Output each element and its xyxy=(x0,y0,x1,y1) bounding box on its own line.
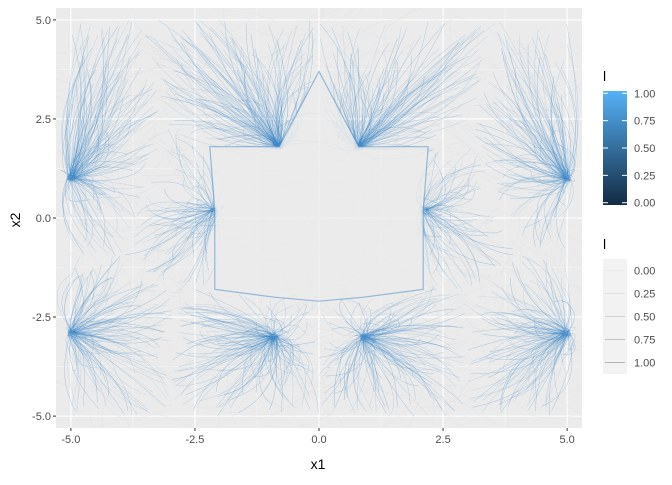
x-axis-label: x1 xyxy=(311,456,326,472)
legend-alpha-title: l xyxy=(603,236,606,252)
x-tick-label: 0.0 xyxy=(311,434,326,446)
legend-color-title: l xyxy=(603,68,606,84)
y-axis-ticks: -5.0 -2.5 0.0 2.5 5.0 xyxy=(32,15,56,423)
colorbar-tick-label: 0.00 xyxy=(634,198,655,210)
y-tick-label: -2.5 xyxy=(32,312,51,324)
legend-alpha: l 0.00 0.25 0.50 0.75 1.00 xyxy=(603,236,655,374)
alpha-key-label: 0.50 xyxy=(634,312,655,324)
alpha-key-label: 0.75 xyxy=(634,335,655,347)
y-tick-label: -5.0 xyxy=(32,411,51,423)
colorbar-tick-label: 0.25 xyxy=(634,170,655,182)
y-tick-label: 5.0 xyxy=(36,15,51,27)
legend-color: l 1.00 0.75 0.50 0.25 0.00 xyxy=(603,68,655,210)
x-tick-label: 5.0 xyxy=(559,434,574,446)
colorbar-tick-label: 1.00 xyxy=(634,88,655,100)
x-tick-label: -2.5 xyxy=(185,434,204,446)
y-axis-label: x2 xyxy=(7,212,23,227)
y-tick-label: 2.5 xyxy=(36,114,51,126)
x-tick-label: -5.0 xyxy=(61,434,80,446)
x-axis-ticks: -5.0 -2.5 0.0 2.5 5.0 xyxy=(61,428,574,446)
x-tick-label: 2.5 xyxy=(435,434,450,446)
legend-alpha-keys: 0.00 0.25 0.50 0.75 1.00 xyxy=(603,259,655,374)
colorbar-tick-label: 0.50 xyxy=(634,143,655,155)
colorbar-tick-label: 0.75 xyxy=(634,116,655,128)
alpha-key-label: 0.00 xyxy=(634,266,655,278)
y-tick-label: 0.0 xyxy=(36,213,51,225)
alpha-key-label: 0.25 xyxy=(634,289,655,301)
alpha-key-label: 1.00 xyxy=(634,358,655,370)
